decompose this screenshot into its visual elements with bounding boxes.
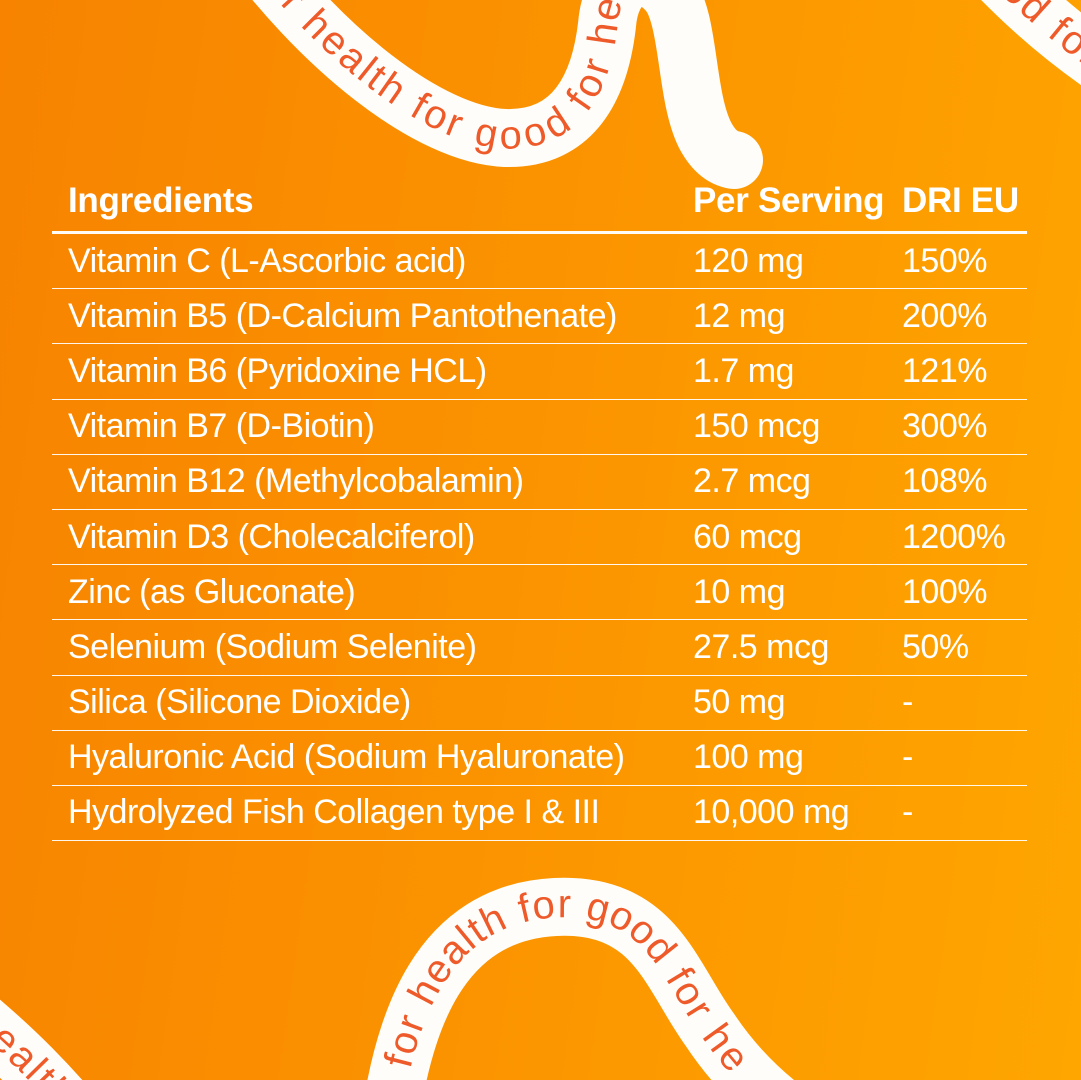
table-body: Vitamin C (L-Ascorbic acid) 120 mg 150% …: [52, 234, 1027, 842]
ingredient-name: Hydrolyzed Fish Collagen type I & III: [68, 793, 600, 832]
ingredients-table: Ingredients Per Serving DRI EU Vitamin C…: [52, 172, 1027, 842]
per-serving-value: 10 mg: [693, 572, 786, 611]
dri-value: -: [902, 683, 913, 722]
dri-value: 50%: [902, 627, 969, 666]
top-ribbon: d for health for good for heal: [224, 0, 734, 160]
table-row: Vitamin B6 (Pyridoxine HCL) 1.7 mg 121%: [52, 344, 1027, 400]
ingredient-name: Vitamin B6 (Pyridoxine HCL): [68, 351, 487, 390]
ingredient-name: Vitamin C (L-Ascorbic acid): [68, 241, 466, 280]
table-row: Vitamin B5 (D-Calcium Pantothenate) 12 m…: [52, 289, 1027, 345]
header-per-serving: Per Serving: [693, 181, 885, 220]
table-header-row: Ingredients Per Serving DRI EU: [52, 172, 1027, 234]
per-serving-value: 50 mg: [693, 683, 786, 722]
dri-value: 150%: [902, 241, 987, 280]
ingredient-name: Zinc (as Gluconate): [68, 572, 356, 611]
ingredient-name: Hyaluronic Acid (Sodium Hyaluronate): [68, 738, 625, 777]
per-serving-value: 60 mcg: [693, 517, 802, 556]
dri-value: 300%: [902, 407, 987, 446]
table-row: Selenium (Sodium Selenite) 27.5 mcg 50%: [52, 620, 1027, 676]
per-serving-value: 12 mg: [693, 296, 786, 335]
header-dri-eu: DRI EU: [902, 181, 1019, 220]
ingredient-name: Vitamin D3 (Cholecalciferol): [68, 517, 475, 556]
per-serving-value: 2.7 mcg: [693, 462, 811, 501]
top-right-corner-ribbon: ood for he: [0, 0, 1081, 98]
table-row: Hyaluronic Acid (Sodium Hyaluronate) 100…: [52, 731, 1027, 786]
per-serving-value: 1.7 mg: [693, 351, 794, 390]
table-row: Vitamin C (L-Ascorbic acid) 120 mg 150%: [52, 234, 1027, 290]
ingredient-name: Silica (Silicone Dioxide): [68, 683, 411, 722]
table-row: Vitamin B7 (D-Biotin) 150 mcg 300%: [52, 400, 1027, 455]
dri-value: -: [902, 793, 913, 832]
ingredient-name: Selenium (Sodium Selenite): [68, 627, 477, 666]
ingredient-name: Vitamin B5 (D-Calcium Pantothenate): [68, 296, 617, 335]
dri-value: -: [902, 738, 913, 777]
bottom-ribbon: od for health for good for he: [364, 882, 832, 1080]
bottom-left-ribbon-text: health fo: [0, 999, 117, 1080]
table-row: Zinc (as Gluconate) 10 mg 100%: [52, 565, 1027, 621]
table-row: Hydrolyzed Fish Collagen type I & III 10…: [52, 786, 1027, 842]
dri-value: 1200%: [902, 517, 1006, 556]
ingredient-name: Vitamin B7 (D-Biotin): [68, 407, 375, 446]
table-row: Vitamin B12 (Methylcobalamin) 2.7 mcg 10…: [52, 455, 1027, 510]
per-serving-value: 150 mcg: [693, 407, 820, 446]
dri-value: 100%: [902, 572, 987, 611]
per-serving-value: 10,000 mg: [693, 793, 850, 832]
header-ingredients: Ingredients: [68, 181, 254, 220]
table-row: Vitamin D3 (Cholecalciferol) 60 mcg 1200…: [52, 510, 1027, 566]
per-serving-value: 27.5 mcg: [693, 627, 829, 666]
per-serving-value: 100 mg: [693, 738, 804, 777]
top-right-ribbon-text: ood for he: [0, 0, 1081, 98]
dri-value: 121%: [902, 351, 987, 390]
dri-value: 200%: [902, 296, 987, 335]
bottom-left-corner-ribbon: health fo: [0, 999, 117, 1080]
ingredient-name: Vitamin B12 (Methylcobalamin): [68, 462, 524, 501]
per-serving-value: 120 mg: [693, 241, 804, 280]
dri-value: 108%: [902, 462, 987, 501]
table-row: Silica (Silicone Dioxide) 50 mg -: [52, 676, 1027, 731]
